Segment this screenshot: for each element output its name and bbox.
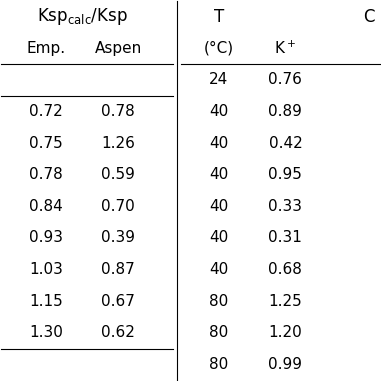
Text: C: C (363, 8, 375, 26)
Text: 80: 80 (209, 357, 229, 372)
Text: 0.99: 0.99 (268, 357, 303, 372)
Text: 0.78: 0.78 (101, 104, 135, 119)
Text: 0.95: 0.95 (269, 167, 303, 182)
Text: (°C): (°C) (204, 41, 234, 56)
Text: 0.75: 0.75 (29, 136, 63, 150)
Text: 40: 40 (209, 167, 229, 182)
Text: 40: 40 (209, 104, 229, 119)
Text: 0.72: 0.72 (29, 104, 63, 119)
Text: 0.42: 0.42 (269, 136, 302, 150)
Text: 40: 40 (209, 199, 229, 214)
Text: Aspen: Aspen (95, 41, 142, 56)
Text: 1.03: 1.03 (29, 262, 63, 277)
Text: Emp.: Emp. (27, 41, 66, 56)
Text: 0.39: 0.39 (101, 231, 135, 245)
Text: 1.15: 1.15 (29, 294, 63, 309)
Text: 0.59: 0.59 (101, 167, 135, 182)
Text: 0.67: 0.67 (101, 294, 135, 309)
Text: 0.78: 0.78 (29, 167, 63, 182)
Text: Ksp$_{\mathregular{calc}}$/Ksp: Ksp$_{\mathregular{calc}}$/Ksp (37, 6, 128, 27)
Text: 1.26: 1.26 (101, 136, 135, 150)
Text: 0.70: 0.70 (101, 199, 135, 214)
Text: 1.20: 1.20 (269, 325, 302, 340)
Text: 0.87: 0.87 (101, 262, 135, 277)
Text: 1.25: 1.25 (269, 294, 302, 309)
Text: T: T (214, 8, 224, 26)
Text: 80: 80 (209, 294, 229, 309)
Text: 0.33: 0.33 (268, 199, 303, 214)
Text: 0.62: 0.62 (101, 325, 135, 340)
Text: 40: 40 (209, 231, 229, 245)
Text: 80: 80 (209, 325, 229, 340)
Text: 0.89: 0.89 (269, 104, 303, 119)
Text: 0.76: 0.76 (269, 72, 303, 87)
Text: 0.93: 0.93 (29, 231, 63, 245)
Text: 24: 24 (209, 72, 229, 87)
Text: 0.68: 0.68 (269, 262, 303, 277)
Text: 1.30: 1.30 (29, 325, 63, 340)
Text: K$^+$: K$^+$ (274, 40, 296, 57)
Text: 40: 40 (209, 136, 229, 150)
Text: 0.84: 0.84 (29, 199, 63, 214)
Text: 0.31: 0.31 (269, 231, 303, 245)
Text: 40: 40 (209, 262, 229, 277)
